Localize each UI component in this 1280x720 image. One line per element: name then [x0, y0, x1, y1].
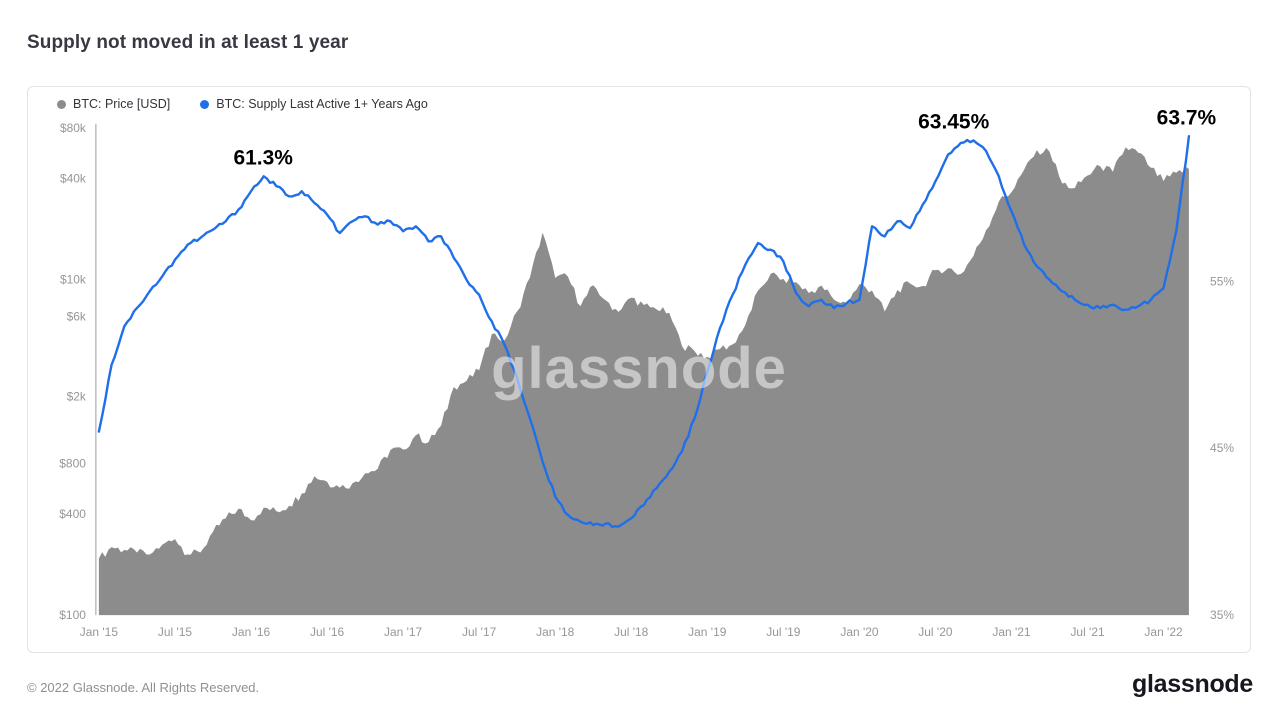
x-tick-label: Jan '16	[232, 625, 271, 639]
x-tick-label: Jul '21	[1070, 625, 1105, 639]
chart-card: BTC: Price [USD] BTC: Supply Last Active…	[27, 86, 1251, 653]
copyright-text: © 2022 Glassnode. All Rights Reserved.	[27, 680, 260, 695]
page-title: Supply not moved in at least 1 year	[27, 32, 349, 53]
x-tick-label: Jul '17	[462, 625, 497, 639]
legend-swatch-price-icon	[57, 99, 66, 109]
x-tick-label: Jul '16	[310, 625, 345, 639]
y-left-tick-label: $2k	[67, 390, 86, 404]
legend-swatch-supply-icon	[200, 99, 210, 109]
peak-annotation: 63.45%	[918, 110, 989, 133]
y-right-tick-label: 55%	[1210, 274, 1234, 288]
peak-annotation: 63.7%	[1157, 106, 1217, 129]
y-left-tick-label: $10k	[60, 272, 86, 286]
x-tick-label: Jul '19	[766, 625, 801, 639]
x-tick-label: Jul '18	[614, 625, 649, 639]
x-tick-label: Jan '15	[80, 625, 119, 639]
supply-line-series	[97, 135, 1191, 529]
y-left-tick-label: $100	[59, 608, 86, 622]
x-tick-label: Jan '17	[384, 625, 423, 639]
price-area-series	[98, 147, 1189, 616]
peak-annotation: 61.3%	[233, 146, 293, 169]
y-left-tick-label: $400	[59, 507, 86, 521]
x-tick-label: Jan '18	[536, 625, 575, 639]
x-tick-label: Jul '20	[918, 625, 953, 639]
x-tick-label: Jan '22	[1144, 625, 1183, 639]
y-left-tick-label: $6k	[67, 310, 86, 324]
x-tick-label: Jul '15	[158, 625, 193, 639]
legend-label-price: BTC: Price [USD]	[73, 97, 171, 111]
y-left-tick-label: $80k	[60, 121, 86, 135]
x-tick-label: Jan '20	[840, 625, 879, 639]
chart-legend: BTC: Price [USD] BTC: Supply Last Active…	[57, 97, 428, 111]
glassnode-logo[interactable]: glassnode	[1132, 670, 1253, 698]
chart-plot[interactable]: $80k $40k $10k $6k $2k $800 $400 $100 55% 45% 35% J…	[28, 87, 1250, 652]
legend-label-supply: BTC: Supply Last Active 1+ Years Ago	[216, 97, 428, 111]
y-left-tick-label: $40k	[60, 171, 86, 185]
x-tick-label: Jan '19	[688, 625, 727, 639]
y-right-tick-label: 45%	[1210, 441, 1234, 455]
x-tick-label: Jan '21	[992, 625, 1031, 639]
legend-item-price[interactable]: BTC: Price [USD]	[57, 97, 170, 111]
y-left-tick-label: $800	[59, 457, 86, 471]
legend-item-supply[interactable]: BTC: Supply Last Active 1+ Years Ago	[200, 97, 428, 111]
y-right-tick-label: 35%	[1210, 608, 1234, 622]
chart-canvas[interactable]: $80k $40k $10k $6k $2k $800 $400 $100 55% 45% 35% J…	[28, 87, 1250, 652]
